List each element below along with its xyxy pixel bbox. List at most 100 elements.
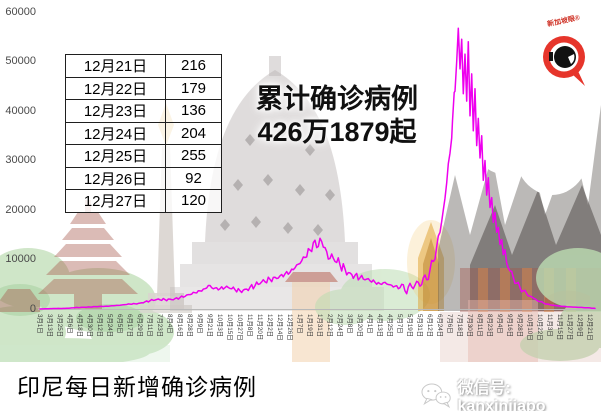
table-cell-new-cases: 179 [165,76,222,100]
x-axis-tick-label: 9月16日 [506,314,514,337]
table-cell-new-cases: 92 [165,166,222,190]
x-axis-tick-label: 4月13日 [376,314,384,337]
x-axis-tick-label: 7月6日 [446,314,454,334]
x-axis-tick-label: 1月31日 [316,314,324,337]
x-axis-tick-label: 8月16日 [176,314,184,337]
y-axis-tick-label: 20000 [5,203,36,216]
x-axis-tick-label: 9月9日 [196,314,204,334]
x-axis-tick-label: 7月30日 [466,314,474,337]
y-axis-tick-label: 0 [29,302,36,315]
x-axis-tick-label: 4月1日 [366,314,374,334]
x-axis-tick-label: 12月26日 [286,314,294,341]
x-axis-tick-label: 10月22日 [536,314,544,341]
x-axis-tick-label: 5月24日 [106,314,114,337]
x-axis-tick-label: 6月12日 [426,314,434,337]
x-axis-tick-label: 7月23日 [156,314,164,337]
wechat-watermark: 微信号: kanxinjiapo [420,374,601,411]
table-row: 12月22日 179 [65,76,222,100]
recent-daily-cases-table: 12月21日 216 12月22日 179 12月23日 136 12月24日 204 12月2… [65,54,222,213]
y-axis-tick-label: 60000 [5,5,36,18]
callout-line2: 426万1879起 [257,117,417,147]
cumulative-cases-callout: 累计确诊病例 426万1879起 [224,83,450,149]
x-axis-tick-label: 1月7日 [296,314,304,334]
table-cell-date: 12月24日 [65,121,166,145]
x-axis-tick-label: 3月8日 [346,314,354,334]
y-axis-tick-label: 30000 [5,154,36,166]
x-axis-tick-label: 3月20日 [356,314,364,337]
x-axis-tick-labels: 3月1日 3月13日 3月25日 4月6日 4月18日 4月30日 5月12日 5月24日 6月… [36,314,594,341]
tree-silhouette [0,284,144,332]
stupa-diamond-pattern [220,126,335,236]
x-axis-tick-label: 12月9日 [576,314,584,337]
table-cell-date: 12月21日 [65,54,166,78]
x-axis-tick-label: 5月31日 [416,314,424,337]
x-axis-tick-label: 1月19日 [306,314,314,337]
tree-silhouette [315,269,430,325]
x-axis-tick-label: 2月24日 [336,314,344,337]
table-cell-new-cases: 136 [165,99,222,123]
chart-title: 印尼每日新增确诊病例 [17,375,257,400]
x-axis-tick-label: 11月15日 [556,314,564,340]
y-axis-tick-label: 10000 [5,253,36,265]
cloud-shape [432,22,590,195]
x-axis-tick-label: 12月2日 [266,314,274,337]
table-row: 12月23日 136 [65,99,222,123]
wechat-id-label: 微信号: kanxinjiapo [457,380,546,411]
x-axis-tick-label: 8月28日 [186,314,194,337]
y-axis-tick-label: 50000 [5,55,36,67]
x-axis-tick-label: 10月15日 [226,314,234,341]
table-cell-date: 12月27日 [65,189,166,213]
table-row: 12月27日 120 [65,189,222,213]
table-row: 12月26日 92 [65,166,222,190]
x-axis-tick-label: 3月25日 [56,314,64,337]
x-axis-tick-label: 2月12日 [326,314,334,337]
x-axis-tick-label: 3月1日 [36,314,44,334]
table-cell-date: 12月26日 [65,166,166,190]
x-axis-tick-label: 7月11日 [146,314,154,337]
x-axis-tick-label: 12月14日 [276,314,284,341]
x-axis-tick-label: 6月5日 [116,314,124,334]
x-axis-tick-label: 9月28日 [516,314,524,337]
x-axis-tick-label: 12月21日 [586,314,594,341]
x-axis-tick-label: 11月27日 [566,314,574,340]
x-axis-tick-label: 11月3日 [546,314,554,337]
x-axis-tick-label: 3月13日 [46,314,54,337]
x-axis-tick-label: 8月11日 [476,314,484,337]
x-axis-tick-label: 10月3日 [216,314,224,337]
table-cell-date: 12月22日 [65,76,166,100]
table-cell-new-cases: 216 [165,54,222,78]
x-axis-tick-label: 7月18日 [456,314,464,337]
brand-logo-eye-icon [543,36,585,86]
wechat-icon [421,382,451,408]
footer-band [0,362,601,411]
x-axis-tick-label: 4月25日 [386,314,394,337]
daily-cases-line-series [39,27,596,310]
table-row: 12月21日 216 [65,54,222,78]
y-axis-tick-label: 40000 [5,104,36,117]
x-axis-tick-label: 9月4日 [496,314,504,334]
table-cell-date: 12月23日 [65,99,166,123]
table-cell-date: 12月25日 [65,144,166,168]
tree-silhouette [0,248,174,366]
x-axis-tick-label: 10月10日 [526,314,534,341]
ground-strip [0,345,170,363]
x-axis-tick-label: 8月4日 [166,314,174,334]
x-axis-tick-label: 6月24日 [436,314,444,337]
x-axis-tick-label: 4月30日 [86,314,94,337]
x-axis-tick-label: 4月6日 [66,314,74,334]
x-axis-tick-label: 6月29日 [136,314,144,337]
callout-line1: 累计确诊病例 [256,84,418,114]
x-axis-tick-label: 5月19日 [406,314,414,337]
table-cell-new-cases: 120 [165,189,222,213]
x-axis-tick-label: 9月21日 [206,314,214,337]
x-axis-tick-label: 6月17日 [126,314,134,337]
table-row: 12月25日 255 [65,144,222,168]
x-axis-tick-label: 11月20日 [256,314,264,340]
table-row: 12月24日 204 [65,121,222,145]
ground-strip [440,312,601,362]
x-axis-tick-label: 11月8日 [246,314,254,337]
x-axis-tick-label: 4月18日 [76,314,84,337]
